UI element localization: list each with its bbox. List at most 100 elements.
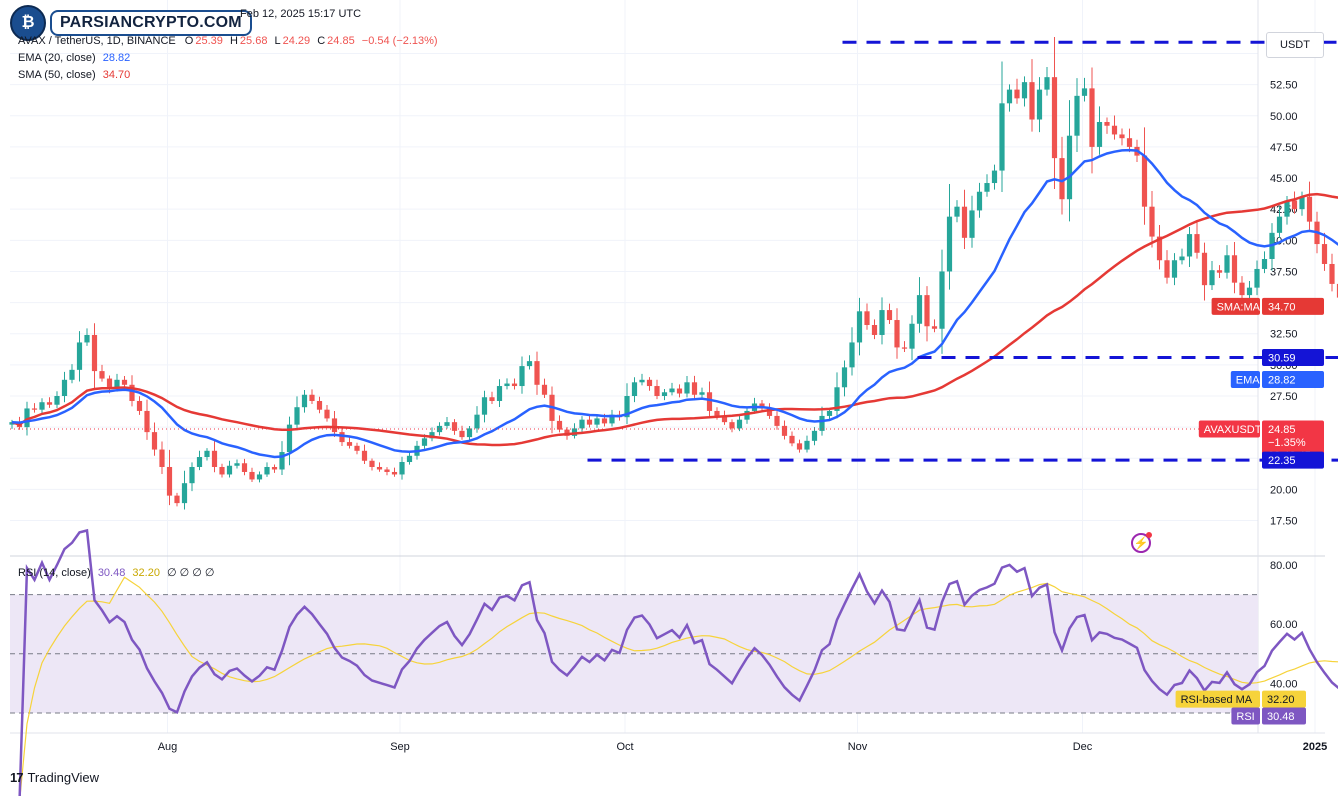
candle-body	[886, 310, 893, 321]
candle-body	[309, 394, 315, 401]
time-tick-label: Sep	[390, 741, 410, 753]
candle-body	[219, 466, 225, 475]
candle-body	[991, 170, 998, 184]
time-tick-label: Dec	[1073, 741, 1093, 753]
candle-body	[729, 422, 735, 429]
symbol-legend[interactable]: AVAX / TetherUS, 1D, BINANCE O 25.39 H 25.…	[18, 35, 438, 47]
rsi-price-label-name-bg	[1231, 707, 1260, 725]
ema-legend[interactable]: EMA (20, close) 28.82	[18, 52, 130, 64]
candle-body	[706, 392, 713, 411]
candle-body	[826, 410, 833, 416]
candle-body	[841, 367, 848, 388]
candle-body	[114, 379, 120, 389]
candle-body	[279, 452, 285, 470]
candle-body	[144, 410, 150, 433]
candle-body	[1006, 89, 1013, 104]
tradingview-brand[interactable]: 17 TradingView	[10, 770, 99, 785]
tradingview-logo-icon: 17	[10, 770, 24, 785]
candle-body	[1051, 77, 1058, 159]
candle-body	[264, 466, 270, 475]
rsi-legend-label: RSI (14, close)	[18, 567, 91, 579]
candle-body	[916, 295, 923, 324]
candle-body	[286, 424, 293, 453]
level-22-label-text: 22.35	[1268, 455, 1296, 467]
candle-body	[1119, 134, 1125, 139]
rsi-tick-label: 40.00	[1270, 678, 1298, 690]
candle-body	[669, 388, 675, 393]
sma-legend[interactable]: SMA (50, close) 34.70	[18, 69, 130, 81]
candle-body	[429, 432, 435, 439]
price-tick-label: 32.50	[1270, 329, 1298, 341]
candle-body	[204, 450, 210, 458]
candle-body	[166, 466, 173, 496]
candle-body	[474, 414, 480, 429]
lightning-alert-icon[interactable]: ⚡	[1131, 532, 1152, 553]
candle-body	[1081, 88, 1088, 96]
candle-body	[181, 483, 188, 504]
candle-body	[1306, 196, 1313, 222]
ohlc-c-label: C	[317, 35, 326, 47]
candle-body	[676, 388, 683, 394]
candle-body	[391, 471, 398, 475]
candle-body	[924, 295, 930, 327]
candle-body	[961, 206, 968, 238]
last-price-label-text: −1.35%	[1268, 437, 1306, 449]
candle-body	[969, 210, 975, 238]
candle-body	[271, 466, 278, 470]
candle-body	[1104, 122, 1110, 126]
rsi-line	[18, 528, 1338, 796]
candle-body	[1126, 138, 1133, 147]
candle-body	[744, 410, 750, 420]
candle-body	[346, 442, 353, 446]
ema-line	[11, 148, 1338, 459]
rsi-ma-legend-value: 32.20	[132, 567, 160, 579]
sma-price-label-name-bg	[1211, 297, 1260, 315]
candle-body	[856, 311, 863, 343]
candle-body	[76, 342, 83, 370]
candle-body	[459, 430, 465, 438]
rsi-ma-line	[19, 576, 1338, 796]
candle-body	[61, 379, 68, 396]
candle-body	[931, 326, 938, 329]
candle-body	[1036, 89, 1043, 120]
level-22-label-bg	[1262, 451, 1324, 469]
time-tick-label: Aug	[158, 741, 178, 753]
candle-body	[871, 325, 878, 335]
candle-body	[954, 206, 960, 217]
candle-body	[1246, 287, 1253, 296]
ohlc-h-label: H	[229, 35, 238, 47]
candle-body	[774, 415, 780, 426]
candle-body	[564, 429, 570, 436]
price-tick-label: 47.50	[1270, 142, 1298, 154]
candle-body	[999, 103, 1005, 171]
candle-body	[1216, 270, 1223, 273]
candle-body	[721, 415, 728, 423]
last-price-label-name-bg	[1198, 420, 1260, 438]
candle-body	[376, 466, 383, 470]
rsi-ma-price-label-name-bg	[1175, 690, 1260, 708]
candle-body	[301, 394, 308, 408]
candle-body	[1299, 196, 1305, 210]
ema-price-label-bg	[1262, 371, 1324, 389]
candle-body	[256, 474, 263, 480]
ema-legend-value: 28.82	[102, 52, 131, 64]
price-tick-label: 27.50	[1270, 391, 1298, 403]
publish-line: Feb 12, 2025 15:17 UTC	[240, 8, 362, 20]
price-tick-label: 37.50	[1270, 266, 1298, 278]
last-price-label-text: 24.85	[1268, 424, 1296, 436]
candle-body	[571, 428, 578, 436]
candle-body	[106, 378, 113, 389]
currency-button[interactable]: USDT	[1266, 32, 1324, 58]
candle-body	[1276, 216, 1283, 233]
rsi-legend[interactable]: RSI (14, close) 30.48 32.20 ∅ ∅ ∅ ∅	[18, 566, 215, 579]
candle-body	[1059, 158, 1065, 200]
candle-body	[1261, 259, 1268, 269]
alert-dot	[1146, 532, 1152, 538]
candle-body	[1224, 255, 1230, 273]
ohlc-o-label: O	[184, 35, 194, 47]
candle-body	[331, 418, 338, 433]
candle-body	[211, 450, 218, 467]
candle-body	[436, 425, 443, 433]
candle-body	[31, 408, 38, 410]
